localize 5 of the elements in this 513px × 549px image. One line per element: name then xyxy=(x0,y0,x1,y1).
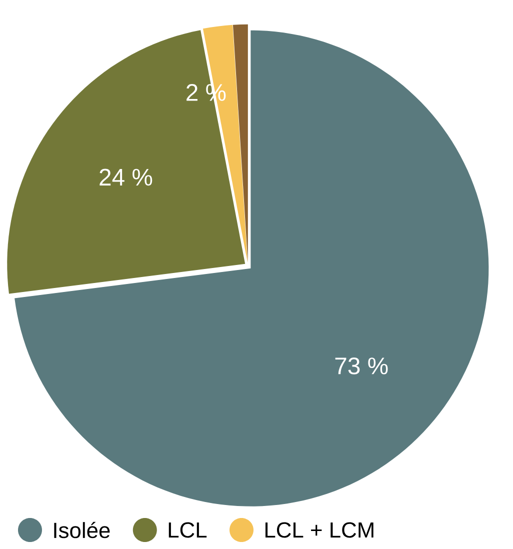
data-label: 73 % xyxy=(335,357,388,374)
legend-label: LCL + LCM xyxy=(265,522,374,538)
legend-label: LCL xyxy=(168,522,207,538)
legend-label: Isolée xyxy=(54,522,110,538)
data-label: 24 % xyxy=(100,168,152,186)
